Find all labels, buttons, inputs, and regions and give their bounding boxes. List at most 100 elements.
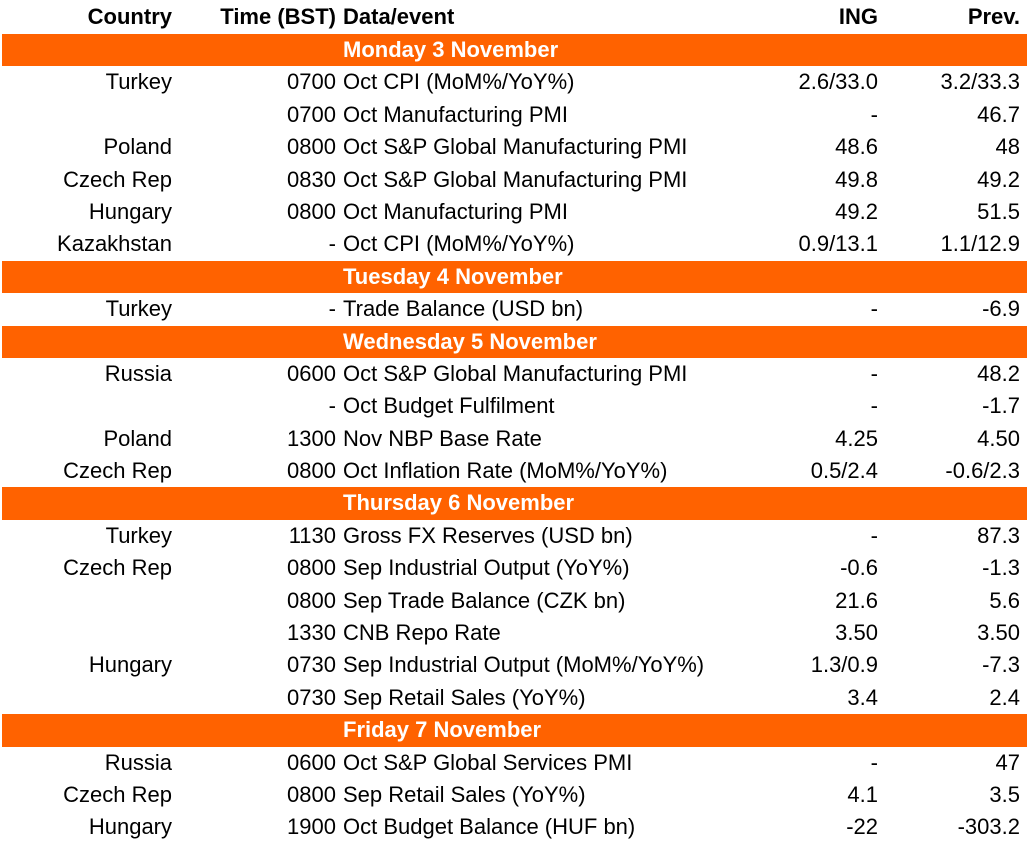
time-cell: 0800: [287, 198, 336, 224]
event-cell: CNB Repo Rate: [343, 620, 501, 646]
event-cell: Oct S&P Global Services PMI: [343, 749, 633, 775]
day-label: Monday 3 November: [343, 37, 559, 62]
time-cell: 0700: [287, 69, 336, 95]
ing-cell: 0.5/2.4: [810, 458, 878, 484]
country-cell: Poland: [103, 425, 172, 451]
ing-cell: 3.50: [835, 620, 878, 646]
event-cell: Oct Inflation Rate (MoM%/YoY%): [343, 458, 668, 484]
prev-cell: -1.3: [982, 555, 1020, 581]
prev-cell: 49.2: [977, 166, 1020, 192]
country-cell: Czech Rep: [63, 166, 172, 192]
table-row: 0700 Oct Manufacturing PMI - 46.7: [0, 99, 1027, 131]
country-cell: Hungary: [88, 652, 172, 678]
event-cell: Oct S&P Global Manufacturing PMI: [343, 360, 688, 386]
time-cell: -: [328, 393, 336, 419]
country-cell: Russia: [104, 749, 172, 775]
ing-cell: -22: [846, 814, 878, 840]
table-row: Russia 0600 Oct S&P Global Manufacturing P…: [0, 358, 1027, 390]
country-cell: Hungary: [88, 198, 172, 224]
header-ing: ING: [838, 4, 878, 29]
prev-cell: 51.5: [977, 198, 1020, 224]
day-band: Monday 3 November: [2, 34, 1027, 67]
country-cell: Turkey: [105, 522, 172, 548]
prev-cell: 48.2: [977, 360, 1020, 386]
prev-cell: 1.1/12.9: [940, 231, 1020, 257]
country-cell: Czech Rep: [63, 458, 172, 484]
ing-cell: 1.3/0.9: [810, 652, 878, 678]
table-row: 1330 CNB Repo Rate 3.50 3.50: [0, 617, 1027, 649]
ing-cell: 49.2: [835, 198, 878, 224]
time-cell: 0800: [287, 587, 336, 613]
header-row: Country Time (BST) Data/event ING Prev.: [0, 0, 1027, 34]
prev-cell: 46.7: [977, 101, 1020, 127]
prev-cell: 2.4: [989, 684, 1020, 710]
ing-cell: 2.6/33.0: [798, 69, 878, 95]
time-cell: 0730: [287, 652, 336, 678]
event-cell: Oct CPI (MoM%/YoY%): [343, 231, 575, 257]
time-cell: 1900: [287, 814, 336, 840]
prev-cell: -303.2: [957, 814, 1020, 840]
day-band: Wednesday 5 November: [2, 325, 1027, 358]
ing-cell: 21.6: [835, 587, 878, 613]
time-cell: 0800: [287, 555, 336, 581]
time-cell: 1330: [287, 620, 336, 646]
table-row: Poland 1300 Nov NBP Base Rate 4.25 4.50: [0, 423, 1027, 455]
prev-cell: 48: [995, 134, 1020, 160]
event-cell: Oct Manufacturing PMI: [343, 101, 568, 127]
header-country: Country: [87, 4, 172, 29]
country-cell: Poland: [103, 134, 172, 160]
prev-cell: -6.9: [982, 296, 1020, 322]
table-body: Monday 3 November Turkey 0700 Oct CPI (MoM%…: [0, 34, 1027, 844]
header-prev: Prev.: [967, 4, 1020, 29]
table-row: Hungary 0730 Sep Industrial Output (MoM%/Y…: [0, 649, 1027, 681]
prev-cell: 3.5: [989, 781, 1020, 807]
country-cell: Turkey: [105, 296, 172, 322]
ing-cell: 4.1: [847, 781, 878, 807]
event-cell: Sep Trade Balance (CZK bn): [343, 587, 626, 613]
table-row: Turkey 1130 Gross FX Reserves (USD bn) - 87.…: [0, 520, 1027, 552]
time-cell: 0730: [287, 684, 336, 710]
prev-cell: 47: [995, 749, 1020, 775]
prev-cell: 5.6: [989, 587, 1020, 613]
prev-cell: 4.50: [977, 425, 1020, 451]
country-cell: Kazakhstan: [57, 231, 172, 257]
time-cell: 1130: [288, 522, 336, 548]
country-cell: Turkey: [105, 69, 172, 95]
prev-cell: 3.50: [977, 620, 1020, 646]
country-cell: Russia: [104, 360, 172, 386]
country-cell: Czech Rep: [63, 555, 172, 581]
prev-cell: 87.3: [977, 522, 1020, 548]
day-band: Friday 7 November: [2, 714, 1027, 747]
time-cell: 0600: [287, 360, 336, 386]
time-cell: 1300: [287, 425, 336, 451]
event-cell: Sep Industrial Output (MoM%/YoY%): [343, 652, 705, 678]
prev-cell: 3.2/33.3: [940, 69, 1020, 95]
time-cell: 0800: [287, 458, 336, 484]
time-cell: 0700: [287, 101, 336, 127]
event-cell: Trade Balance (USD bn): [343, 296, 584, 322]
ing-cell: 4.25: [835, 425, 878, 451]
country-cell: Hungary: [88, 814, 172, 840]
table-row: - Oct Budget Fulfilment - -1.7: [0, 390, 1027, 422]
event-cell: Oct Budget Balance (HUF bn): [343, 814, 636, 840]
event-cell: Nov NBP Base Rate: [343, 425, 542, 451]
table-row: Turkey 0700 Oct CPI (MoM%/YoY%) 2.6/33.0 3.2…: [0, 66, 1027, 98]
event-cell: Oct Budget Fulfilment: [343, 393, 555, 419]
day-label: Thursday 6 November: [343, 490, 575, 516]
table-row: Russia 0600 Oct S&P Global Services PMI - 47: [0, 747, 1027, 779]
ing-cell: 0.9/13.1: [798, 231, 878, 257]
ing-cell: -: [870, 101, 878, 127]
day-label: Friday 7 November: [343, 717, 542, 743]
ing-cell: 49.8: [835, 166, 878, 192]
event-cell: Sep Retail Sales (YoY%): [343, 684, 586, 710]
time-cell: 0600: [287, 749, 336, 775]
table-row: Hungary 1900 Oct Budget Balance (HUF bn) -2…: [0, 811, 1027, 843]
event-cell: Oct Manufacturing PMI: [343, 198, 568, 224]
table-row: 0800 Sep Trade Balance (CZK bn) 21.6 5.6: [0, 585, 1027, 617]
header-event: Data/event: [343, 4, 455, 29]
table-row: 0730 Sep Retail Sales (YoY%) 3.4 2.4: [0, 682, 1027, 714]
header-time: Time (BST): [220, 4, 336, 29]
ing-cell: -: [870, 749, 878, 775]
table-row: Hungary 0800 Oct Manufacturing PMI 49.2 51.5: [0, 196, 1027, 228]
